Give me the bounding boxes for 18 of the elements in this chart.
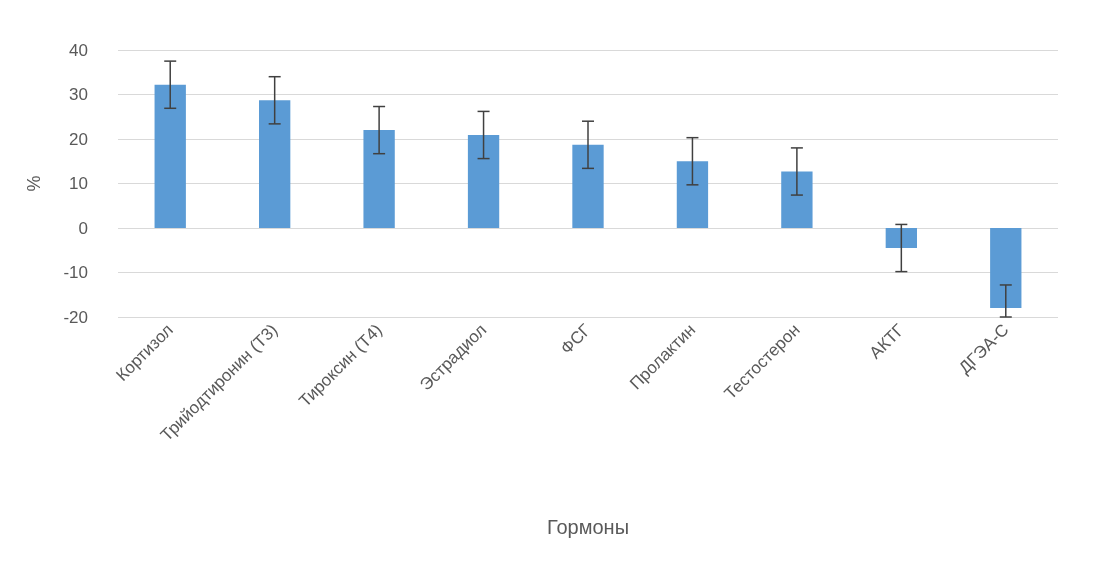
y-axis-title: % <box>24 175 44 192</box>
y-tick-label: 0 <box>78 218 88 238</box>
bar <box>154 84 186 228</box>
y-tick-label: 10 <box>69 174 88 193</box>
y-tick-label: 40 <box>69 40 88 60</box>
bar <box>572 144 604 228</box>
y-tick-label: -20 <box>63 307 88 327</box>
bar <box>990 228 1022 309</box>
x-axis-title: Гормоны <box>546 516 630 538</box>
bar <box>676 161 709 228</box>
y-tick-label: -10 <box>63 263 88 282</box>
bar <box>467 135 500 228</box>
bar <box>363 130 395 228</box>
y-tick-label: 30 <box>69 85 88 104</box>
y-tick-label: 20 <box>69 129 88 149</box>
bar <box>259 100 291 228</box>
bar <box>781 171 813 228</box>
bar <box>885 228 917 249</box>
